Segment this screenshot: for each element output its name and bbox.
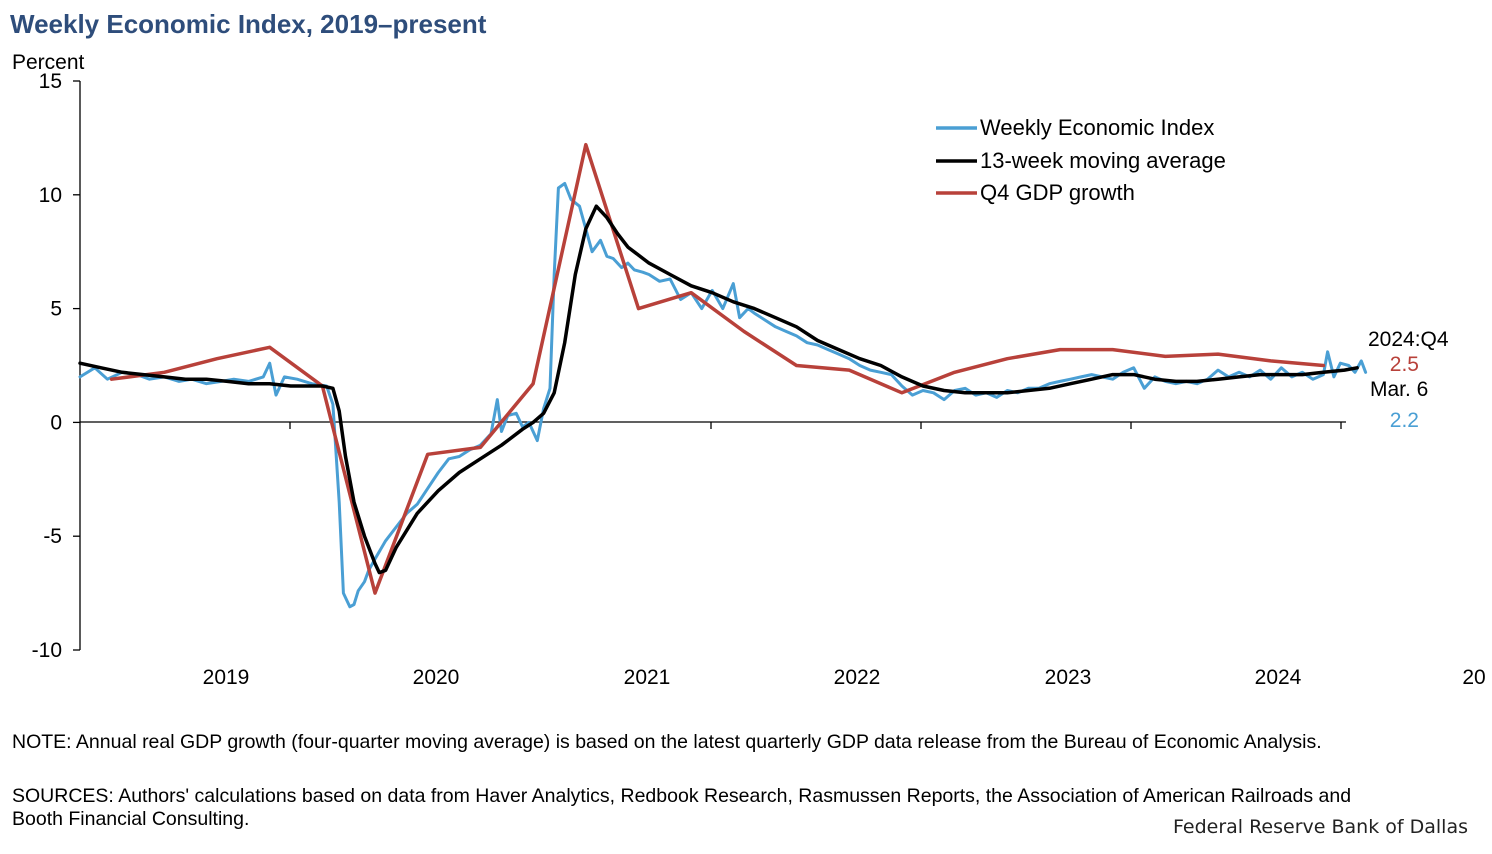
legend-label: Q4 GDP growth [980,180,1135,205]
source-credit: Federal Reserve Bank of Dallas [1172,816,1468,838]
y-tick-label: 5 [50,298,62,321]
gdp-value-label: 2.5 [1390,353,1419,376]
legend: Weekly Economic Index 13-week moving aver… [936,115,1226,205]
series-line-13-week-moving-average [78,204,1359,575]
wei-date-label: Mar. 6 [1370,378,1428,401]
y-tick-label: 15 [39,70,62,93]
x-tick-label: 2021 [624,666,671,689]
y-tick-label: 0 [50,411,62,434]
series-layer [78,142,1368,609]
legend-label: 13-week moving average [980,148,1226,173]
series-line-q4-gdp-growth [109,142,1326,595]
footnote: NOTE: Annual real GDP growth (four-quart… [12,731,1322,753]
y-tick-label: -5 [43,525,62,548]
x-tick-label: 2019 [203,666,250,689]
gdp-period-label: 2024:Q4 [1368,328,1449,351]
x-tick-label: 2022 [834,666,881,689]
legend-label: Weekly Economic Index [980,115,1214,140]
x-tick-label: 2020 [413,666,460,689]
series-line-weekly-economic-index [78,181,1368,609]
y-tick-label: -10 [32,639,62,662]
wei-value-label: 2.2 [1390,409,1419,432]
sources-note: SOURCES: Authors' calculations based on … [12,785,1352,830]
chart-title: Weekly Economic Index, 2019–present [10,9,487,39]
x-tick-label: 20 [1462,666,1485,689]
y-axis-label: Percent [12,51,85,74]
axes: -10 -5 0 5 10 15 2019 2020 2021 2022 2023 2024 20 [32,70,1486,689]
x-tick-label: 2024 [1255,666,1302,689]
y-tick-label: 10 [39,184,62,207]
x-tick-label: 2023 [1045,666,1092,689]
chart-area: Weekly Economic Index, 2019–present Perc… [10,9,1486,689]
